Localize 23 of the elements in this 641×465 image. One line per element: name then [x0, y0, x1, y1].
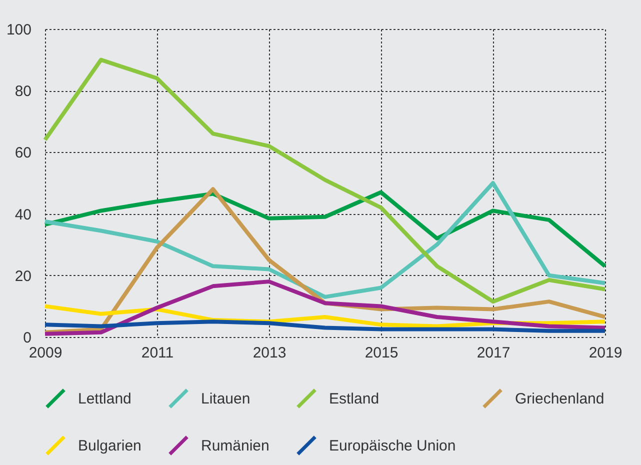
- legend-label: Rumänien: [201, 438, 270, 454]
- legend-label: Europäische Union: [329, 438, 456, 454]
- y-tick-label: 100: [6, 22, 32, 38]
- line-series: [43, 190, 607, 268]
- line-series: [43, 58, 607, 304]
- x-tick-label: 2019: [588, 344, 622, 362]
- x-tick-label: 2013: [252, 344, 286, 362]
- x-tick-label: 2011: [141, 344, 174, 362]
- y-tick-label: 60: [14, 144, 32, 162]
- x-tick-label: 2017: [476, 344, 510, 362]
- legend-label: Griechenland: [515, 390, 604, 408]
- legend-label: Estland: [329, 390, 380, 408]
- x-tick-label: 2009: [28, 344, 62, 362]
- y-tick-label: 20: [14, 268, 32, 285]
- legend-label: Litauen: [201, 390, 250, 408]
- line-series: [43, 320, 607, 333]
- x-tick-label: 2015: [364, 344, 398, 362]
- y-tick-label: 80: [14, 83, 32, 100]
- legend-label: Lettland: [78, 390, 132, 408]
- y-tick-label: 40: [14, 206, 32, 224]
- line-series: [43, 181, 607, 299]
- legend-label: Bulgarien: [78, 438, 142, 454]
- y-tick-label: 0: [23, 330, 32, 346]
